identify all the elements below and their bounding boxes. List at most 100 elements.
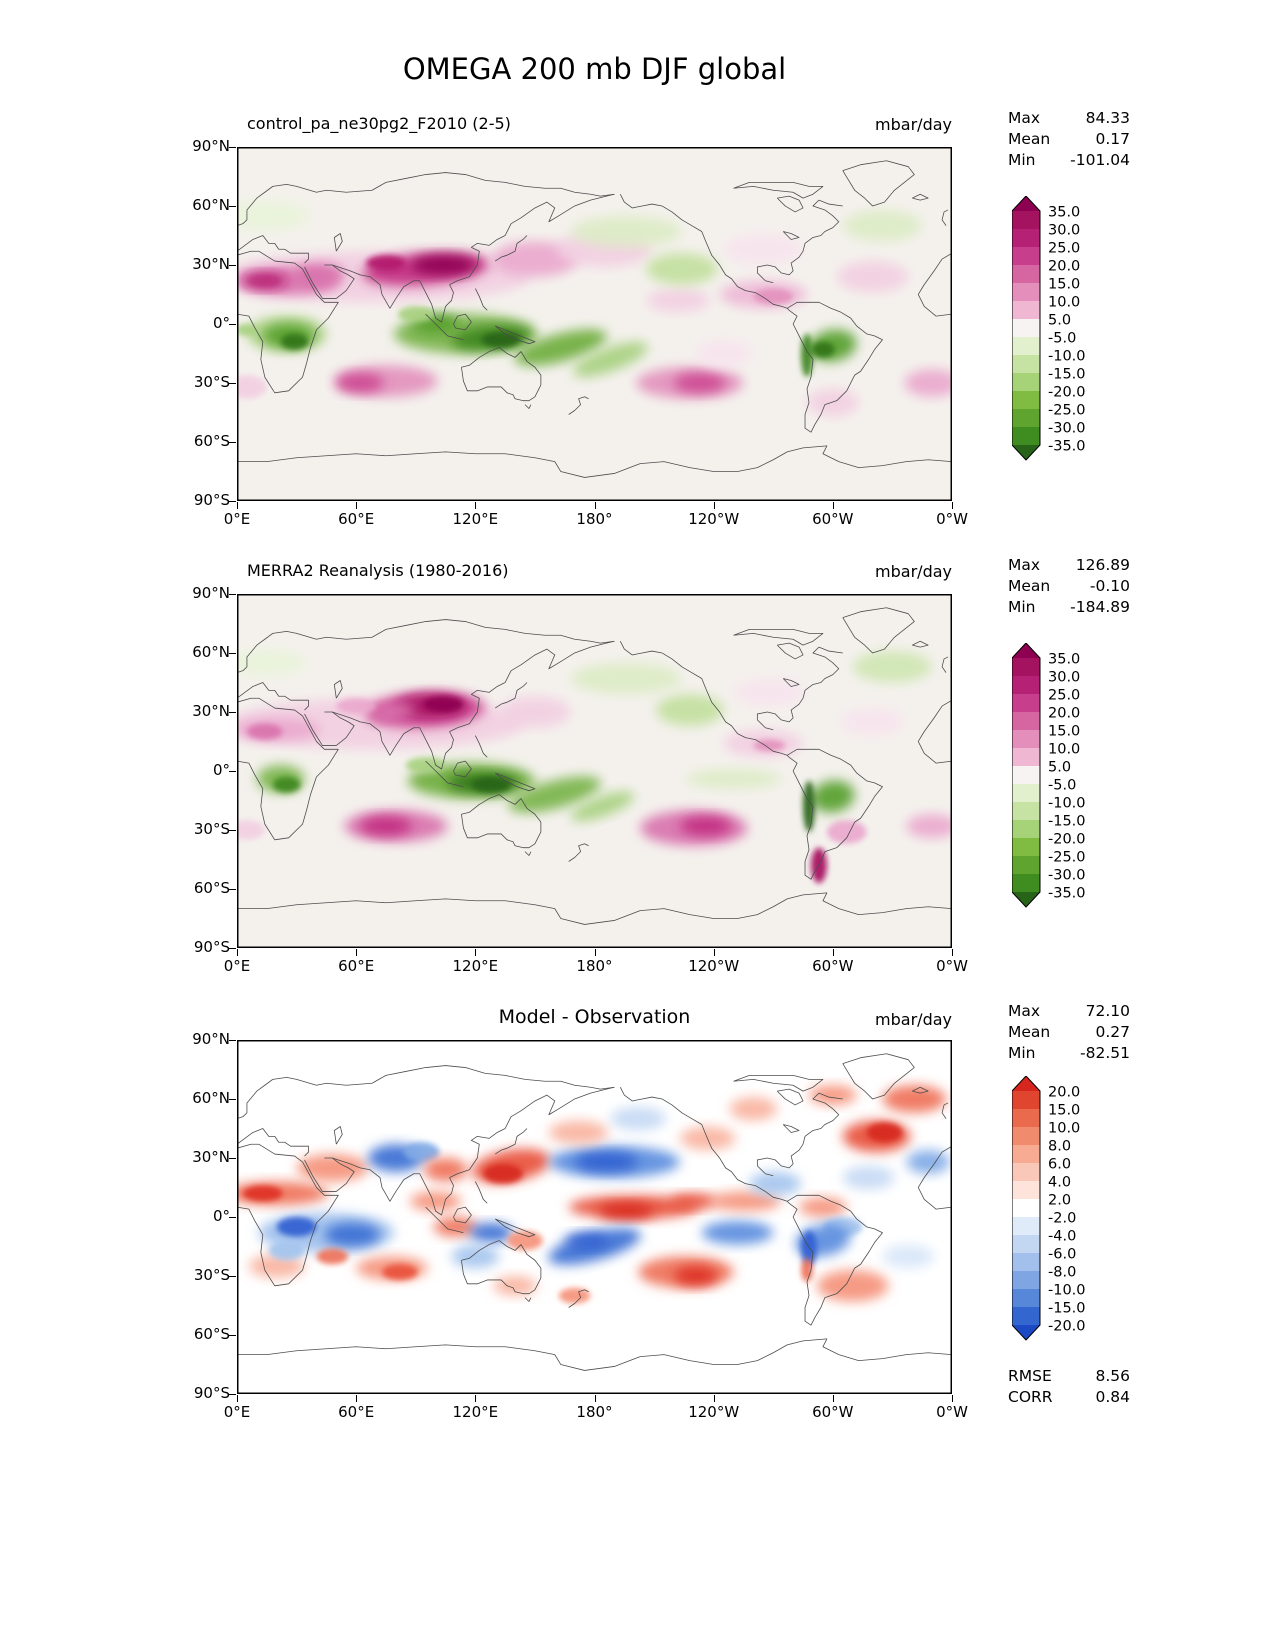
- stat-label: Mean: [1008, 1023, 1051, 1041]
- stat-row: Min -82.51: [1008, 1043, 1130, 1064]
- colorbar-tick-label: 15.0: [1048, 724, 1080, 740]
- colorbar-tick-label: 10.0: [1048, 295, 1080, 311]
- lat-tick-label: 90°N: [192, 137, 230, 155]
- lon-tick-label: 0°E: [223, 957, 251, 975]
- lon-tick-label: 0°E: [223, 510, 251, 528]
- lon-tick-label: 0°W: [936, 1403, 968, 1421]
- colorbar-tick-label: -25.0: [1048, 850, 1086, 866]
- lat-tick-label: 90°N: [192, 584, 230, 602]
- lon-tick-label: 120°E: [452, 510, 499, 528]
- lon-tick: [475, 949, 477, 956]
- lon-tick: [952, 949, 953, 956]
- map-frame: [237, 594, 952, 948]
- lat-tick: [229, 653, 236, 654]
- lon-tick-label: 0°E: [223, 1403, 251, 1421]
- stat-row: Mean -0.10: [1008, 576, 1130, 597]
- lat-tick: [229, 1335, 236, 1336]
- stat-row: Mean 0.27: [1008, 1022, 1130, 1043]
- colorbar-tick-label: 15.0: [1048, 1103, 1080, 1119]
- colorbar-tick-label: -35.0: [1048, 886, 1086, 902]
- lon-tick-label: 60°E: [338, 1403, 375, 1421]
- map-background: [237, 147, 952, 501]
- colorbar-tick-label: -25.0: [1048, 403, 1086, 419]
- colorbar-tick-label: -10.0: [1048, 1283, 1086, 1299]
- lat-tick-label: 30°S: [193, 1266, 230, 1284]
- metric-row: CORR 0.84: [1008, 1387, 1130, 1408]
- lat-tick-label: 30°S: [193, 373, 230, 391]
- colorbar-tick-label: -2.0: [1048, 1211, 1076, 1227]
- panel-2-units: mbar/day: [875, 562, 952, 581]
- metric-label: RMSE: [1008, 1367, 1052, 1385]
- stats-panel-2: Max 126.89 Mean -0.10 Min -184.89: [1008, 555, 1130, 618]
- lat-tick: [229, 594, 236, 595]
- map-frame: [237, 1040, 952, 1394]
- colorbar-tick-label: 25.0: [1048, 241, 1080, 257]
- lat-tick-label: 30°N: [192, 1148, 230, 1166]
- coastlines: [237, 160, 952, 478]
- lon-tick: [832, 1395, 834, 1402]
- lon-tick-label: 120°W: [688, 510, 740, 528]
- stats-panel-3: Max 72.10 Mean 0.27 Min -82.51: [1008, 1001, 1130, 1064]
- lat-tick: [229, 830, 236, 831]
- lat-tick: [229, 383, 236, 384]
- lon-tick: [237, 949, 238, 956]
- lat-tick: [229, 1158, 236, 1159]
- colorbar-tick-label: -20.0: [1048, 832, 1086, 848]
- lon-tick: [713, 949, 715, 956]
- lon-tick-label: 60°W: [812, 957, 854, 975]
- lat-tick-label: 60°N: [192, 643, 230, 661]
- lon-tick-label: 120°W: [688, 957, 740, 975]
- lat-tick: [229, 501, 236, 502]
- colorbar-panel-2: 35.0 30.0 25.0 20.0 15.0 10.0 5.0 -5.0 -10.0 -15.…: [1012, 643, 1086, 908]
- stat-label: Min: [1008, 151, 1036, 169]
- colorbar-tick-label: -15.0: [1048, 367, 1086, 383]
- colorbar-tick-label: -20.0: [1048, 385, 1086, 401]
- lon-tick-label: 180°: [576, 957, 613, 975]
- lat-tick: [229, 1276, 236, 1277]
- colorbar-panel-3: 20.0 15.0 10.0 8.0 6.0 4.0 2.0 -2.0 -4.0 -6.0 -8.0…: [1012, 1076, 1086, 1341]
- lat-tick: [229, 206, 236, 207]
- colorbar-tick-label: -4.0: [1048, 1229, 1076, 1245]
- colorbar-tick-label: 10.0: [1048, 742, 1080, 758]
- lon-tick: [832, 502, 834, 509]
- lat-tick: [229, 948, 236, 949]
- panel-1-title: control_pa_ne30pg2_F2010 (2-5): [247, 114, 511, 133]
- figure-title: OMEGA 200 mb DJF global: [402, 52, 787, 86]
- map-panel-3: [237, 1040, 952, 1394]
- colorbar-tick-label: -5.0: [1048, 331, 1076, 347]
- stat-row: Min -101.04: [1008, 150, 1130, 171]
- stat-label: Min: [1008, 1044, 1036, 1062]
- lat-tick: [229, 889, 236, 890]
- lat-tick-label: 0°: [212, 1207, 230, 1225]
- colorbar-tick-label: -5.0: [1048, 778, 1076, 794]
- lat-tick: [229, 147, 236, 148]
- colorbar-tick-label: 2.0: [1048, 1193, 1071, 1209]
- lon-tick-label: 60°E: [338, 510, 375, 528]
- stat-value: -184.89: [1070, 598, 1130, 616]
- lat-tick: [229, 442, 236, 443]
- lat-tick-label: 90°S: [193, 938, 230, 956]
- colorbar-tick-label: -30.0: [1048, 421, 1086, 437]
- stat-label: Max: [1008, 109, 1041, 127]
- panel-3-title: Model - Observation: [498, 1006, 691, 1028]
- lon-tick-label: 60°W: [812, 1403, 854, 1421]
- lon-tick-label: 0°W: [936, 957, 968, 975]
- lon-tick: [356, 502, 358, 509]
- stat-value: 0.17: [1095, 130, 1130, 148]
- colorbar-tick-label: -20.0: [1048, 1319, 1086, 1335]
- stat-row: Max 84.33: [1008, 108, 1130, 129]
- lat-tick: [229, 265, 236, 266]
- stats-panel-1: Max 84.33 Mean 0.17 Min -101.04: [1008, 108, 1130, 171]
- metric-value: 8.56: [1095, 1367, 1130, 1385]
- metric-row: RMSE 8.56: [1008, 1366, 1130, 1387]
- lat-tick: [229, 1394, 236, 1395]
- lon-tick-label: 180°: [576, 510, 613, 528]
- lon-tick: [475, 1395, 477, 1402]
- lon-tick-label: 120°E: [452, 957, 499, 975]
- stat-value: -101.04: [1070, 151, 1130, 169]
- lat-tick-label: 0°: [212, 761, 230, 779]
- lat-tick-label: 0°: [212, 314, 230, 332]
- stat-value: 84.33: [1085, 109, 1130, 127]
- lon-tick-label: 120°E: [452, 1403, 499, 1421]
- stat-label: Mean: [1008, 130, 1051, 148]
